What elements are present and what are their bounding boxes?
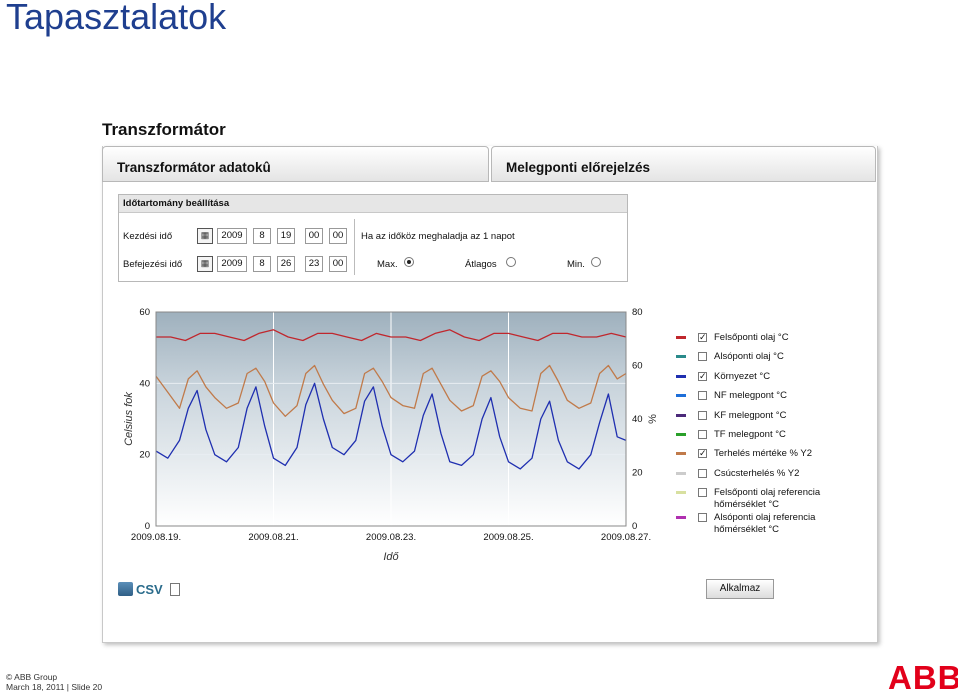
legend-label: Alsóponti olaj °C	[714, 351, 784, 363]
y-tick-label: 20	[139, 450, 150, 461]
end-day-field[interactable]: 26	[277, 256, 295, 272]
document-icon[interactable]	[170, 583, 180, 596]
end-year-field[interactable]: 2009	[217, 256, 247, 272]
radio-label-max: Max.	[377, 259, 398, 270]
legend-swatch	[676, 336, 686, 339]
x-tick-label: 2009.08.27.	[601, 532, 651, 543]
y-tick-label: 60	[139, 307, 150, 318]
temperature-chart: 0 20 40 60 0 20 40 60 80 2009.08.19. 2009.08.21. 20…	[123, 307, 658, 563]
legend-label: Környezet °C	[714, 370, 771, 382]
export-icon[interactable]	[118, 582, 133, 596]
y-axis-label: Celsius fok	[123, 392, 135, 446]
panel-divider	[354, 219, 355, 275]
radio-avg[interactable]	[506, 257, 516, 267]
end-hour-field[interactable]: 23	[305, 256, 323, 272]
x-axis-label: Idő	[383, 551, 399, 563]
y2-tick-label: 40	[632, 414, 643, 425]
start-hour-field[interactable]: 00	[305, 228, 323, 244]
end-time-label: Befejezési idő	[123, 259, 183, 270]
legend-label: NF melegpont °C	[714, 390, 787, 402]
x-tick-label: 2009.08.21.	[248, 532, 298, 543]
footer-copyright: © ABB Group	[6, 672, 58, 682]
app-screenshot: Transzformátor Transzformátor adatokû Me…	[88, 100, 878, 648]
y2-axis-label: %	[647, 414, 658, 424]
legend-label: Csúcsterhelés % Y2	[714, 467, 800, 479]
y2-tick-label: 60	[632, 361, 643, 372]
x-tick-label: 2009.08.19.	[131, 532, 181, 543]
legend-swatch	[676, 413, 686, 417]
series-line-1	[155, 382, 627, 470]
radio-max[interactable]	[404, 257, 414, 267]
csv-label[interactable]: CSV	[136, 582, 163, 597]
footer-date-slide: March 18, 2011 | Slide 20	[6, 682, 103, 692]
legend-swatch	[676, 452, 686, 456]
slide-title: Tapasztalatok	[6, 0, 227, 37]
end-month-field[interactable]: 8	[253, 256, 271, 272]
radio-min[interactable]	[591, 257, 601, 267]
legend-checkbox[interactable]	[698, 468, 707, 478]
legend-label: TF melegpont °C	[714, 429, 786, 440]
x-tick-label: 2009.08.23.	[366, 532, 416, 543]
legend-swatch	[676, 491, 686, 495]
legend-swatch	[676, 355, 686, 359]
start-day-field[interactable]: 19	[277, 228, 295, 244]
tab-hotspot-forecast[interactable]: Melegponti előrejelzés	[491, 146, 876, 182]
legend-label: Alsóponti olaj referencia hőmérséklet °C	[714, 512, 816, 536]
legend-checkbox[interactable]: ✓	[698, 370, 707, 381]
legend-checkbox[interactable]: ✓	[698, 332, 707, 342]
abb-logo: ABB	[888, 660, 958, 692]
svg-text:ABB: ABB	[888, 660, 958, 692]
legend-checkbox[interactable]	[698, 488, 707, 498]
end-calendar-icon[interactable]: ▦	[197, 256, 213, 272]
y2-tick-label: 80	[632, 307, 643, 318]
start-calendar-icon[interactable]: ▦	[197, 228, 213, 244]
legend-swatch	[676, 433, 686, 436]
end-minute-field[interactable]: 00	[329, 256, 347, 272]
legend-label: Felsőponti olaj °C	[714, 332, 789, 343]
legend-label: Felsőponti olaj referencia hőmérséklet °…	[714, 487, 821, 511]
legend-checkbox[interactable]	[698, 391, 707, 401]
start-time-label: Kezdési idő	[123, 231, 173, 242]
app-title: Transzformátor	[102, 120, 226, 139]
legend-swatch	[676, 394, 686, 398]
time-range-header: Időtartomány beállítása	[119, 195, 627, 213]
series-line-2	[155, 364, 627, 417]
series-line-0	[156, 329, 627, 342]
y2-tick-label: 0	[632, 521, 637, 532]
plot-frame	[155, 311, 627, 527]
start-month-field[interactable]: 8	[253, 228, 271, 244]
start-minute-field[interactable]: 00	[329, 228, 347, 244]
legend-checkbox[interactable]: ✓	[698, 448, 707, 459]
legend-checkbox[interactable]	[698, 352, 707, 362]
tab-transformer-data[interactable]: Transzformátor adatokû	[102, 146, 489, 182]
y-tick-label: 0	[145, 521, 150, 532]
start-year-field[interactable]: 2009	[217, 228, 247, 244]
legend-checkbox[interactable]	[698, 513, 707, 523]
legend-swatch	[676, 471, 686, 475]
slide-footer: © ABB Group March 18, 2011 | Slide 20	[6, 672, 102, 692]
legend-swatch	[676, 374, 686, 378]
legend-checkbox[interactable]	[698, 410, 707, 420]
range-note: Ha az időköz meghaladja az 1 napot	[361, 231, 515, 242]
radio-label-avg: Átlagos	[465, 259, 497, 270]
radio-label-min: Min.	[567, 259, 585, 270]
legend-label: KF melegpont °C	[714, 409, 787, 421]
x-tick-label: 2009.08.25.	[483, 532, 533, 543]
apply-button[interactable]: Alkalmaz	[706, 579, 774, 599]
legend-swatch	[676, 516, 686, 520]
y2-tick-label: 20	[632, 468, 643, 479]
y-tick-label: 40	[139, 378, 150, 389]
legend-label: Terhelés mértéke % Y2	[714, 448, 813, 460]
time-range-panel: Időtartomány beállítása Kezdési idő ▦ 20…	[118, 194, 628, 282]
legend-checkbox[interactable]	[698, 430, 707, 439]
